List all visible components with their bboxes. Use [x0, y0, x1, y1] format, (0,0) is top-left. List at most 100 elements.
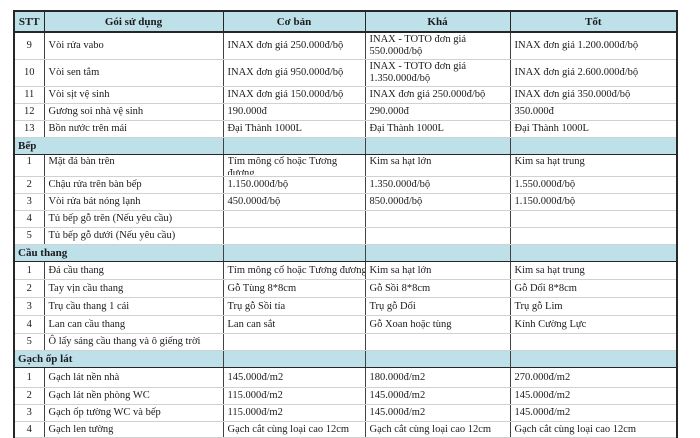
cell-co-ban: 450.000đ/bộ — [223, 193, 366, 211]
cell-tot: 145.000đ/m2 — [510, 404, 677, 422]
cell-package: Tủ bếp gỗ trên (Nếu yêu cầu) — [44, 210, 224, 228]
cell-co-ban: Trụ gỗ Sồi tía — [223, 297, 366, 316]
cell-stt: 11 — [14, 86, 45, 104]
cell-package: Mặt đá bàn trên — [44, 154, 224, 177]
table-row: 2 Tay vịn cầu thang Gỗ Tùng 8*8cm Gỗ Sồi 8*… — [14, 279, 677, 298]
cell-kha: INAX - TOTO đơn giá 1.350.000đ/bộ — [365, 59, 511, 87]
header-stt: STT — [14, 11, 45, 33]
cell-kha: 1.350.000đ/bộ — [365, 176, 511, 194]
table-row: 1 Đá cầu thang Tím mông cổ hoặc Tương đươn… — [14, 261, 677, 280]
cell-package: Đá cầu thang — [44, 261, 224, 280]
table-row: 2 Chậu rửa trên bàn bếp 1.150.000đ/bộ 1.350… — [14, 176, 677, 194]
cell-stt: 4 — [14, 210, 45, 228]
cell-kha: Kim sa hạt lớn — [365, 154, 511, 177]
cell-stt: 5 — [14, 333, 45, 351]
section-empty-cell — [365, 244, 511, 262]
cell-tot: INAX đơn giá 350.000đ/bộ — [510, 86, 677, 104]
cell-co-ban: 145.000đ/m2 — [223, 367, 366, 388]
table-row: 12 Gương soi nhà vệ sinh 190.000đ 290.000đ 3… — [14, 103, 677, 121]
package-comparison-table: STT Gói sử dụng Cơ bản Khá Tốt 9 Vòi rửa … — [13, 10, 678, 438]
cell-stt: 2 — [14, 279, 45, 298]
header-co-ban: Cơ bản — [223, 11, 366, 33]
section-row: Gạch ốp lát — [14, 350, 677, 368]
cell-co-ban: INAX đơn giá 950.000đ/bộ — [223, 59, 366, 87]
cell-co-ban: Đại Thành 1000L — [223, 120, 366, 138]
cell-stt: 2 — [14, 387, 45, 405]
cell-co-ban: Lan can sắt — [223, 315, 366, 334]
cell-co-ban: INAX đơn giá 150.000đ/bộ — [223, 86, 366, 104]
cell-co-ban: 190.000đ — [223, 103, 366, 121]
section-label: Gạch ốp lát — [14, 350, 224, 368]
table-row: 5 Tủ bếp gỗ dưới (Nếu yêu cầu) — [14, 227, 677, 245]
section-row: Bếp — [14, 137, 677, 155]
table-header-row: STT Gói sử dụng Cơ bản Khá Tốt — [14, 11, 677, 33]
cell-tot: 350.000đ — [510, 103, 677, 121]
cell-tot: 270.000đ/m2 — [510, 367, 677, 388]
table-row: 3 Trụ cầu thang 1 cái Trụ gỗ Sồi tía Trụ gỗ… — [14, 297, 677, 316]
header-tot: Tốt — [510, 11, 677, 33]
cell-stt: 5 — [14, 227, 45, 245]
section-empty-cell — [510, 244, 677, 262]
table-row: 4 Gạch len tường Gạch cắt cùng loại cao 12… — [14, 421, 677, 438]
table-row: 2 Gạch lát nền phòng WC 115.000đ/m2 145.000… — [14, 387, 677, 405]
section-label: Cầu thang — [14, 244, 224, 262]
section-empty-cell — [223, 350, 366, 368]
cell-kha — [365, 210, 511, 228]
cell-tot — [510, 210, 677, 228]
table-row: 13 Bồn nước trên mái Đại Thành 1000L Đại Th… — [14, 120, 677, 138]
cell-stt: 10 — [14, 59, 45, 87]
cell-tot: Kính Cường Lực — [510, 315, 677, 334]
cell-tot: Kim sa hạt trung — [510, 261, 677, 280]
table-row: 11 Vòi sịt vệ sinh INAX đơn giá 150.000đ/b… — [14, 86, 677, 104]
cell-stt: 4 — [14, 315, 45, 334]
cell-kha: Gỗ Xoan hoặc tùng — [365, 315, 511, 334]
cell-co-ban: INAX đơn giá 250.000đ/bộ — [223, 32, 366, 60]
cell-tot: Kim sa hạt trung — [510, 154, 677, 177]
cell-co-ban — [223, 210, 366, 228]
section-empty-cell — [510, 137, 677, 155]
cell-co-ban — [223, 227, 366, 245]
section-empty-cell — [223, 244, 366, 262]
cell-co-ban: 115.000đ/m2 — [223, 387, 366, 405]
cell-kha: INAX - TOTO đơn giá 550.000đ/bộ — [365, 32, 511, 60]
cell-stt: 1 — [14, 367, 45, 388]
cell-clipped-content: Mặt đá bàn trên — [48, 156, 115, 167]
table-body: 9 Vòi rửa vabo INAX đơn giá 250.000đ/bộ INA… — [14, 32, 677, 438]
cell-kha: INAX đơn giá 250.000đ/bộ — [365, 86, 511, 104]
cell-kha: 145.000đ/m2 — [365, 404, 511, 422]
cell-package: Gạch lát nền phòng WC — [44, 387, 224, 405]
cell-co-ban: Gỗ Tùng 8*8cm — [223, 279, 366, 298]
cell-package: Bồn nước trên mái — [44, 120, 224, 138]
table-row: 3 Gạch ốp tường WC và bếp 115.000đ/m2 145.0… — [14, 404, 677, 422]
cell-kha: Gạch cắt cùng loại cao 12cm — [365, 421, 511, 438]
table-row: 1 Mặt đá bàn trên Tím mông cổ hoặc Tương đ… — [14, 154, 677, 177]
cell-stt: 2 — [14, 176, 45, 194]
header-package: Gói sử dụng — [44, 11, 224, 33]
cell-tot: 145.000đ/m2 — [510, 387, 677, 405]
cell-package: Gạch lát nền nhà — [44, 367, 224, 388]
cell-co-ban: 115.000đ/m2 — [223, 404, 366, 422]
cell-tot — [510, 333, 677, 351]
cell-kha: Trụ gỗ Dổi — [365, 297, 511, 316]
cell-co-ban: 1.150.000đ/bộ — [223, 176, 366, 194]
cell-tot: Gỗ Dổi 8*8cm — [510, 279, 677, 298]
cell-kha — [365, 227, 511, 245]
table-row: 4 Lan can cầu thang Lan can sắt Gỗ Xoan hoặ… — [14, 315, 677, 334]
cell-stt: 3 — [14, 193, 45, 211]
cell-package: Vòi sịt vệ sinh — [44, 86, 224, 104]
cell-stt: 4 — [14, 421, 45, 438]
cell-stt: 3 — [14, 404, 45, 422]
cell-package: Vòi rửa bát nóng lạnh — [44, 193, 224, 211]
section-empty-cell — [365, 137, 511, 155]
cell-package: Chậu rửa trên bàn bếp — [44, 176, 224, 194]
table-row: 4 Tủ bếp gỗ trên (Nếu yêu cầu) — [14, 210, 677, 228]
cell-tot: INAX đơn giá 1.200.000đ/bộ — [510, 32, 677, 60]
cell-stt: 1 — [14, 261, 45, 280]
table-row: 3 Vòi rửa bát nóng lạnh 450.000đ/bộ 850.000… — [14, 193, 677, 211]
cell-clipped-content: Kim sa hạt lớn — [369, 156, 432, 167]
cell-tot: Đại Thành 1000L — [510, 120, 677, 138]
cell-kha: 180.000đ/m2 — [365, 367, 511, 388]
table-row: 1 Gạch lát nền nhà 145.000đ/m2 180.000đ/m2 2… — [14, 367, 677, 388]
cell-package: Vòi rửa vabo — [44, 32, 224, 60]
